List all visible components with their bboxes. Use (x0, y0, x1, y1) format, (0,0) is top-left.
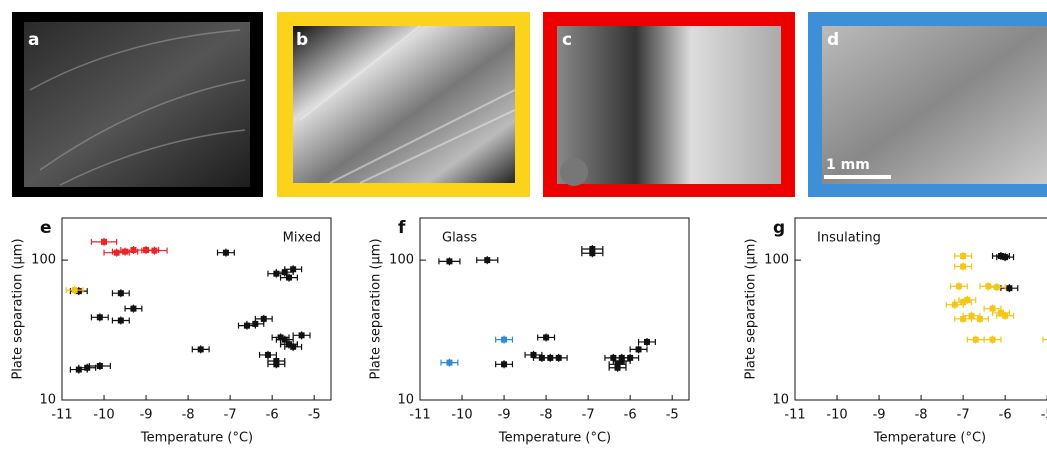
point (97, 314, 103, 320)
x-tick-label: -9 (873, 408, 886, 423)
x-tick-label: -11 (51, 408, 72, 423)
image-c (543, 12, 795, 197)
image-d: 1 mm (808, 12, 1047, 197)
point (994, 284, 1000, 290)
panel-label: b (296, 30, 308, 50)
x-tick-label: -6 (999, 408, 1012, 423)
point (72, 287, 78, 293)
image-a (12, 12, 263, 197)
x-tick-label: -11 (784, 408, 805, 423)
x-tick-label: -8 (540, 408, 553, 423)
image-b (277, 12, 530, 197)
point (446, 258, 452, 264)
point (960, 264, 966, 270)
x-tick-label: -7 (957, 408, 970, 423)
x-tick-label: -5 (666, 408, 679, 423)
point (484, 257, 490, 263)
point (151, 248, 157, 254)
x-tick-label: -10 (826, 408, 847, 423)
x-tick-label: -9 (498, 408, 511, 423)
point (990, 337, 996, 343)
point (956, 283, 962, 289)
point (446, 360, 452, 366)
x-tick-label: -6 (624, 408, 637, 423)
point (290, 266, 296, 272)
scale-bar-label: 1 mm (826, 157, 870, 173)
point (97, 363, 103, 369)
point (589, 246, 595, 252)
x-axis-label: Temperature (°C) (140, 431, 253, 446)
x-tick-label: -9 (140, 408, 153, 423)
y-tick-label: 10 (397, 393, 414, 408)
point (977, 316, 983, 322)
y-axis-label: Plate separation (µm) (369, 238, 384, 379)
panel-label: d (827, 30, 839, 50)
panel-label: a (28, 30, 39, 50)
y-tick-label: 100 (389, 253, 414, 268)
point (1002, 313, 1008, 319)
y-axis-label: Plate separation (µm) (744, 238, 759, 379)
point (964, 297, 970, 303)
point (130, 306, 136, 312)
point (1002, 254, 1008, 260)
x-axis-label: Temperature (°C) (873, 431, 986, 446)
point (265, 352, 271, 358)
error-bar (1043, 336, 1047, 344)
x-tick-label: -10 (451, 408, 472, 423)
point (543, 334, 549, 340)
x-tick-label: -7 (224, 408, 237, 423)
y-axis-label: Plate separation (µm) (11, 238, 26, 379)
point (101, 239, 107, 245)
x-tick-label: -8 (915, 408, 928, 423)
point (118, 290, 124, 296)
point (501, 337, 507, 343)
panel-label: g (773, 218, 785, 238)
y-tick-label: 10 (39, 393, 56, 408)
panel-label: e (40, 218, 52, 238)
point (610, 355, 616, 361)
page: 1 mm a b c d -11 -10 -9 -8 -7 -6 -5 10 100 Temper… (0, 0, 1047, 451)
figure: 1 mm a b c d -11 -10 -9 -8 -7 -6 -5 10 100 Temper… (0, 0, 1047, 451)
x-tick-label: -11 (409, 408, 430, 423)
annotation: Insulating (817, 231, 881, 246)
point (615, 365, 621, 371)
y-tick-label: 100 (764, 253, 789, 268)
point (278, 334, 284, 340)
point (501, 361, 507, 367)
point (627, 355, 633, 361)
point (261, 316, 267, 322)
x-tick-label: -7 (582, 408, 595, 423)
point (118, 318, 124, 324)
annotation: Glass (442, 231, 477, 246)
panel-label: c (562, 30, 572, 50)
annotation: Mixed (283, 231, 321, 246)
x-tick-label: -6 (266, 408, 279, 423)
point (223, 250, 229, 256)
x-tick-label: -8 (182, 408, 195, 423)
point (960, 253, 966, 259)
scale-bar (824, 175, 891, 179)
point (644, 339, 650, 345)
point (286, 275, 292, 281)
x-tick-label: -5 (1041, 408, 1047, 423)
x-tick-label: -5 (308, 408, 321, 423)
panel-label: f (398, 218, 406, 238)
point (114, 250, 120, 256)
point (973, 337, 979, 343)
point (286, 341, 292, 347)
point (198, 346, 204, 352)
point (273, 361, 279, 367)
point (1006, 285, 1012, 291)
y-tick-label: 10 (772, 393, 789, 408)
y-tick-label: 100 (31, 253, 56, 268)
x-tick-label: -10 (93, 408, 114, 423)
point (299, 332, 305, 338)
x-axis-label: Temperature (°C) (498, 431, 611, 446)
point (556, 355, 562, 361)
point (636, 346, 642, 352)
